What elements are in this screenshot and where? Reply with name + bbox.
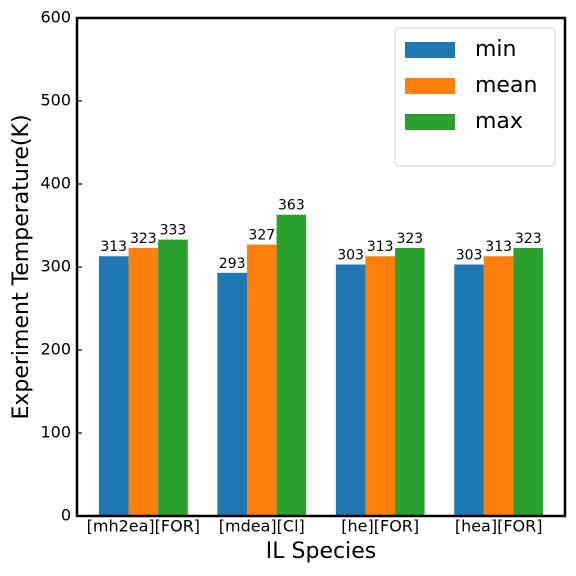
y-tick-label: 100 — [40, 423, 71, 442]
value-label: 313 — [367, 239, 394, 255]
y-tick-label: 300 — [40, 257, 71, 276]
bar — [128, 247, 159, 516]
value-label: 323 — [396, 231, 423, 247]
value-label: 293 — [219, 256, 246, 272]
bar — [335, 264, 366, 516]
bar — [365, 256, 396, 516]
bar — [513, 247, 544, 516]
x-tick-label: [mdea][Cl] — [219, 517, 305, 536]
legend-label: mean — [475, 73, 537, 98]
bar — [158, 239, 188, 517]
legend-label: max — [475, 109, 523, 134]
value-label: 313 — [100, 239, 127, 255]
value-label: 363 — [278, 198, 305, 214]
bar — [395, 247, 425, 516]
x-tick-label: [hea][FOR] — [455, 517, 543, 536]
legend-swatch — [405, 78, 455, 94]
x-axis-label: IL Species — [266, 539, 376, 564]
legend-swatch — [405, 42, 455, 58]
value-label: 333 — [160, 223, 187, 239]
value-label: 327 — [248, 228, 275, 244]
value-label: 303 — [337, 248, 364, 264]
plot-frame — [75, 16, 567, 518]
bar — [217, 272, 247, 516]
y-axis-label: Experiment Temperature(K) — [9, 114, 34, 419]
y-tick-label: 200 — [40, 340, 71, 359]
bar — [483, 256, 514, 516]
x-tick-label: [mh2ea][FOR] — [87, 517, 200, 536]
value-label: 323 — [130, 231, 157, 247]
legend-box — [394, 27, 556, 167]
bar — [276, 214, 307, 516]
y-tick-label: 600 — [40, 8, 71, 27]
x-tick-label: [he][FOR] — [341, 517, 419, 536]
value-label: 303 — [456, 248, 483, 264]
bar — [454, 264, 484, 516]
value-label: 313 — [485, 239, 512, 255]
y-tick-label: 0 — [61, 506, 71, 525]
legend-label: min — [475, 37, 517, 62]
value-label: 323 — [515, 231, 542, 247]
bar — [98, 256, 129, 516]
y-tick-label: 400 — [40, 174, 71, 193]
y-tick-label: 500 — [40, 91, 71, 110]
legend-swatch — [405, 114, 455, 130]
bar — [246, 244, 277, 516]
